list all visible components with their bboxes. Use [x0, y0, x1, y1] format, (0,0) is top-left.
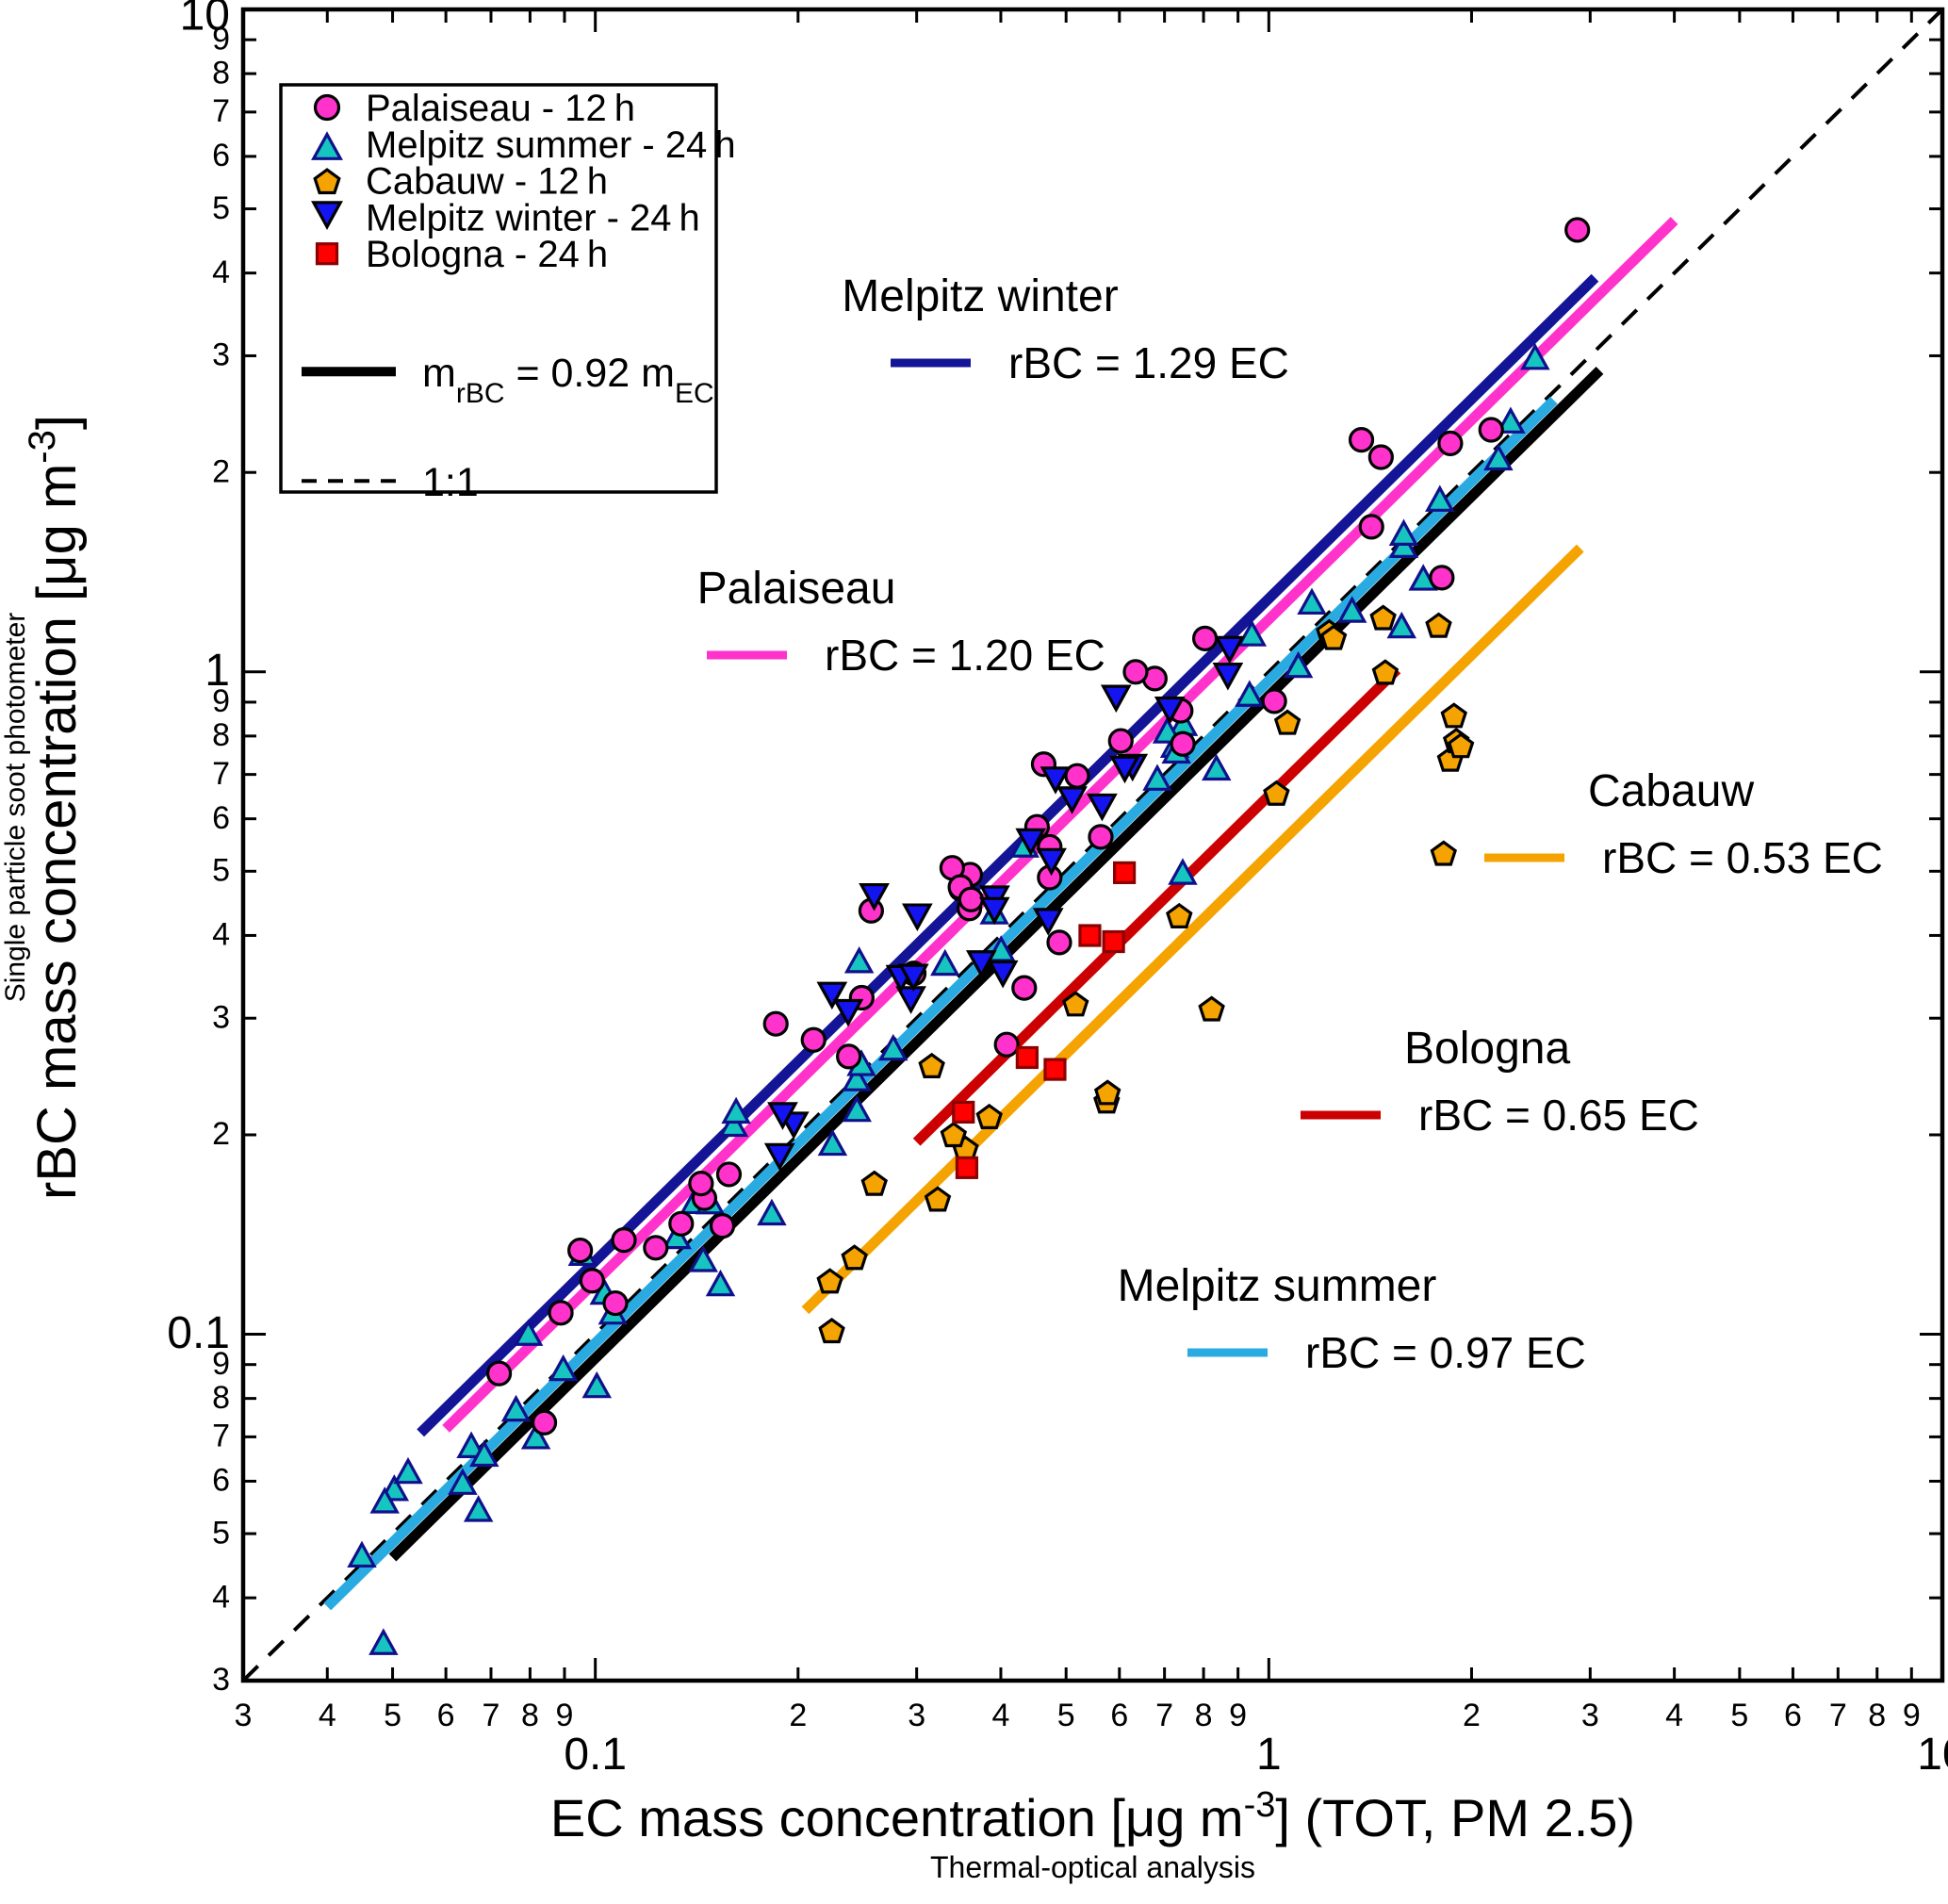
svg-text:6: 6: [437, 1698, 455, 1733]
svg-text:Melpitz summer - 24 h: Melpitz summer - 24 h: [366, 124, 736, 166]
svg-text:9: 9: [1903, 1698, 1921, 1733]
svg-text:9: 9: [556, 1698, 574, 1733]
svg-text:rBC = 0.65 EC: rBC = 0.65 EC: [1418, 1091, 1699, 1140]
svg-text:rBC = 1.29 EC: rBC = 1.29 EC: [1008, 338, 1289, 387]
svg-text:Cabauw - 12 h: Cabauw - 12 h: [366, 161, 608, 203]
svg-text:8: 8: [212, 1380, 230, 1416]
svg-text:6: 6: [1784, 1698, 1802, 1733]
svg-text:7: 7: [1829, 1698, 1847, 1733]
svg-text:4: 4: [991, 1698, 1009, 1733]
svg-text:rBC = 0.53 EC: rBC = 0.53 EC: [1602, 833, 1883, 882]
svg-text:Melpitz summer: Melpitz summer: [1118, 1261, 1437, 1311]
svg-text:8: 8: [1195, 1698, 1213, 1733]
svg-text:3: 3: [235, 1698, 253, 1733]
svg-text:5: 5: [1730, 1698, 1748, 1733]
svg-text:4: 4: [319, 1698, 336, 1733]
svg-text:4: 4: [1665, 1698, 1683, 1733]
svg-text:5: 5: [212, 190, 230, 226]
svg-text:4: 4: [212, 1579, 230, 1615]
svg-text:3: 3: [1581, 1698, 1599, 1733]
svg-text:Palaiseau: Palaiseau: [697, 564, 896, 614]
svg-text:4: 4: [212, 917, 230, 953]
svg-text:5: 5: [1057, 1698, 1075, 1733]
svg-text:1: 1: [1256, 1730, 1282, 1780]
svg-text:7: 7: [1155, 1698, 1173, 1733]
svg-text:2: 2: [212, 453, 230, 489]
svg-text:Melpitz winter - 24 h: Melpitz winter - 24 h: [366, 197, 700, 238]
svg-text:10: 10: [1917, 1730, 1948, 1780]
svg-text:6: 6: [212, 800, 230, 836]
svg-text:7: 7: [212, 1419, 230, 1454]
svg-text:2: 2: [212, 1116, 230, 1152]
svg-text:7: 7: [212, 756, 230, 792]
svg-text:8: 8: [212, 55, 230, 90]
svg-text:2: 2: [789, 1698, 807, 1733]
svg-text:8: 8: [521, 1698, 539, 1733]
svg-text:rBC mass concentration [μg m-3: rBC mass concentration [μg m-3]: [22, 415, 88, 1200]
svg-text:7: 7: [212, 93, 230, 129]
svg-text:5: 5: [212, 1515, 230, 1551]
svg-text:rBC = 1.20 EC: rBC = 1.20 EC: [825, 631, 1105, 680]
svg-text:9: 9: [1229, 1698, 1247, 1733]
svg-text:5: 5: [384, 1698, 401, 1733]
svg-text:0.1: 0.1: [564, 1730, 627, 1780]
svg-text:3: 3: [212, 337, 230, 373]
svg-text:EC mass concentration [μg m-3: EC mass concentration [μg m-3] (TOT, PM …: [550, 1785, 1635, 1847]
svg-text:3: 3: [212, 999, 230, 1035]
svg-text:Bologna: Bologna: [1404, 1024, 1570, 1074]
svg-text:10: 10: [180, 0, 230, 41]
svg-text:Melpitz winter: Melpitz winter: [842, 271, 1118, 321]
svg-text:4: 4: [212, 254, 230, 290]
svg-text:Thermal-optical analysis: Thermal-optical analysis: [930, 1850, 1255, 1884]
svg-text:rBC = 0.97 EC: rBC = 0.97 EC: [1305, 1328, 1586, 1377]
svg-text:5: 5: [212, 853, 230, 889]
svg-text:6: 6: [1110, 1698, 1128, 1733]
svg-text:3: 3: [212, 1662, 230, 1698]
svg-text:8: 8: [212, 717, 230, 753]
svg-text:6: 6: [212, 138, 230, 173]
svg-text:0.1: 0.1: [167, 1308, 230, 1358]
svg-text:8: 8: [1868, 1698, 1886, 1733]
svg-text:Cabauw: Cabauw: [1588, 766, 1754, 816]
svg-text:1: 1: [205, 646, 230, 696]
svg-text:Palaiseau - 12 h: Palaiseau - 12 h: [366, 88, 635, 129]
svg-text:Single particle soot photomete: Single particle soot photometer: [0, 613, 31, 1003]
svg-text:1:1: 1:1: [422, 460, 479, 505]
svg-text:Bologna - 24 h: Bologna - 24 h: [366, 234, 608, 275]
svg-text:7: 7: [483, 1698, 500, 1733]
svg-text:6: 6: [212, 1463, 230, 1499]
svg-text:3: 3: [908, 1698, 925, 1733]
svg-text:2: 2: [1463, 1698, 1481, 1733]
